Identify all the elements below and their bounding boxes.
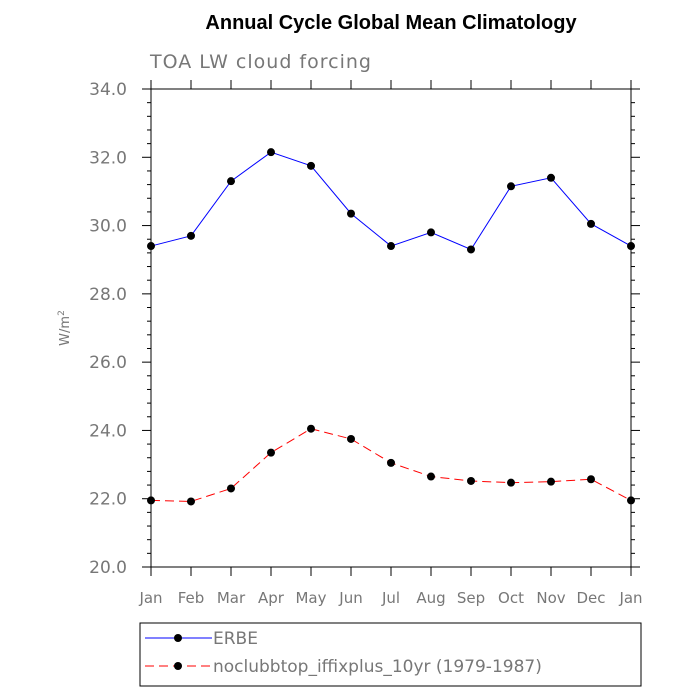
series-2-point <box>187 497 195 506</box>
x-tick-label: Jul <box>381 589 400 607</box>
series-1-point <box>307 161 315 170</box>
series-2-point <box>587 475 595 484</box>
x-tick-label: May <box>295 589 326 607</box>
series-2-point <box>547 477 555 486</box>
y-tick-label: 26.0 <box>89 353 127 373</box>
series-layer <box>147 148 635 506</box>
y-tick-label: 20.0 <box>89 558 127 578</box>
y-tick-label: 24.0 <box>89 421 127 441</box>
x-axis: Jan Feb Mar Apr May Jun Jul Aug Sep Oct Nov Dec Jan <box>138 80 643 607</box>
series-2-point <box>427 472 435 481</box>
chart-title: Annual Cycle Global Mean Climatology <box>205 12 577 34</box>
x-tick-label: Sep <box>457 589 485 607</box>
series-1-point <box>627 242 635 251</box>
series-1-point <box>267 148 275 157</box>
y-axis: 20.0 22.0 24.0 26.0 28.0 30.0 32.0 34.0 <box>89 80 640 578</box>
y-axis-label: W/m2 <box>57 310 73 346</box>
series-2-point <box>507 478 515 487</box>
legend-marker-1 <box>174 634 182 642</box>
x-tick-label: Feb <box>178 589 205 607</box>
y-axis-label-superscript: 2 <box>57 310 67 316</box>
series-2-point <box>147 496 155 505</box>
series-2-point <box>387 458 395 467</box>
legend-marker-2 <box>174 662 182 670</box>
series-1-point <box>347 209 355 218</box>
x-tick-label: Mar <box>217 589 246 607</box>
y-tick-label: 32.0 <box>89 148 127 168</box>
series-line-1 <box>150 151 632 251</box>
series-2-point <box>467 476 475 485</box>
series-1-point <box>387 242 395 251</box>
y-tick-label: 30.0 <box>89 217 127 237</box>
series-2-point <box>627 496 635 505</box>
series-2-point <box>307 424 315 433</box>
x-tick-label: Jan <box>618 589 642 607</box>
series-1-point <box>187 231 195 240</box>
legend-label-2: noclubbtop_iffixplus_10yr (1979-1987) <box>213 657 542 677</box>
x-tick-label: Apr <box>258 589 285 607</box>
legend-label-1: ERBE <box>213 629 258 649</box>
y-tick-label: 28.0 <box>89 285 127 305</box>
series-2-point <box>227 484 235 493</box>
series-1-point <box>587 219 595 228</box>
x-tick-label: Jun <box>338 589 362 607</box>
legend <box>139 622 642 687</box>
x-tick-label: Jan <box>138 589 162 607</box>
y-tick-label: 22.0 <box>89 490 127 510</box>
x-tick-label: Nov <box>536 589 565 607</box>
chart-subtitle: TOA LW cloud forcing <box>149 51 372 73</box>
legend-items: ERBE noclubbtop_iffixplus_10yr (1979-1987… <box>145 629 542 677</box>
x-tick-label: Dec <box>576 589 605 607</box>
y-tick-label: 34.0 <box>89 80 127 100</box>
x-tick-label: Aug <box>416 589 445 607</box>
y-axis-label-unit: W/m <box>58 316 73 346</box>
series-2-point <box>267 448 275 457</box>
x-tick-label: Oct <box>498 589 524 607</box>
series-1-point <box>147 242 155 251</box>
series-1-point <box>467 245 475 254</box>
series-2-point <box>347 434 355 443</box>
series-1-point <box>507 182 515 191</box>
series-1-point <box>547 173 555 182</box>
plot-frame <box>150 88 632 568</box>
series-1-point <box>227 177 235 186</box>
series-1-point <box>427 228 435 237</box>
